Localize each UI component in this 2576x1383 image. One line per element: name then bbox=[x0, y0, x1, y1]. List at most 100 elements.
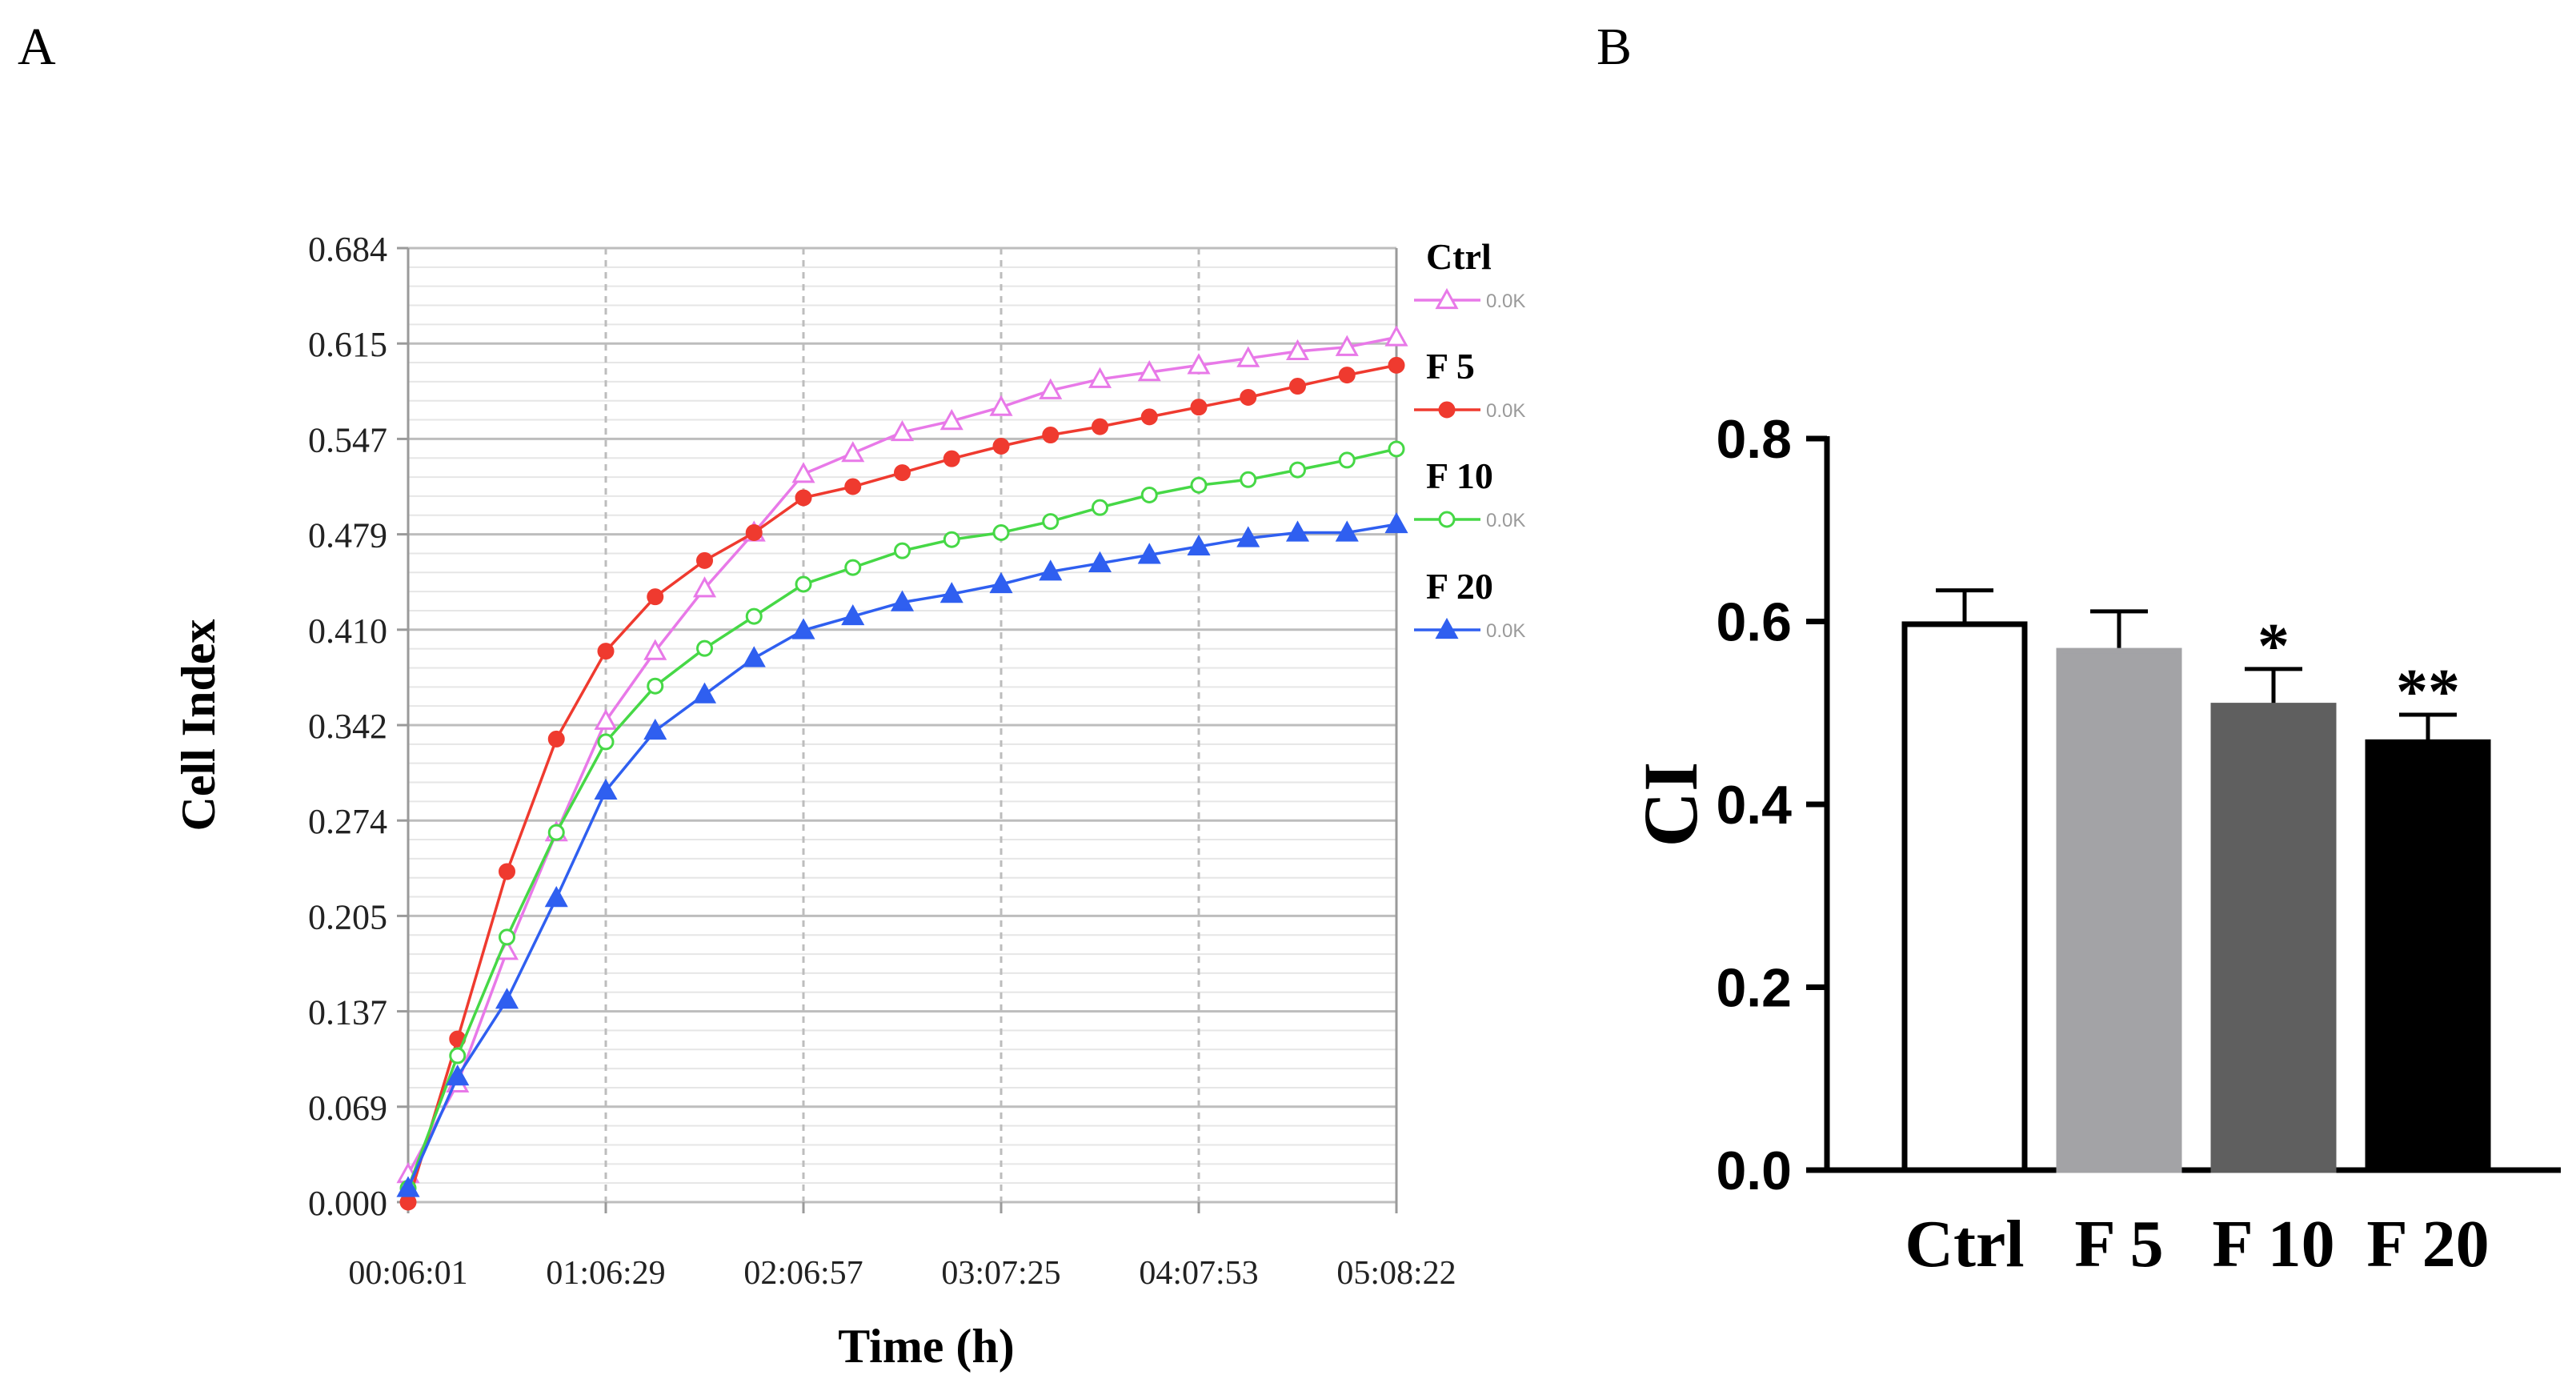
legend-label: Ctrl bbox=[1426, 236, 1492, 277]
data-point-f10 bbox=[1190, 476, 1208, 494]
series-line bbox=[407, 335, 1397, 1175]
data-point-f5 bbox=[844, 478, 862, 495]
legend-note: 0.0K bbox=[1486, 620, 1525, 642]
category-label-f10: F 10 bbox=[2212, 1207, 2334, 1281]
x-axis-label: Time (h) bbox=[838, 1320, 1015, 1373]
x-tick-label: 00:06:01 bbox=[348, 1255, 467, 1292]
data-point-f10 bbox=[1289, 461, 1306, 479]
bar-y-tick-label: 0.6 bbox=[1716, 592, 1792, 653]
data-point-f20 bbox=[446, 1064, 470, 1086]
y-tick-label: 0.410 bbox=[308, 611, 387, 651]
series-group bbox=[396, 325, 1408, 1211]
data-point-ctrl bbox=[1236, 346, 1260, 367]
data-point-f5 bbox=[1042, 427, 1060, 444]
data-point-f5 bbox=[696, 551, 713, 569]
y-tick-label: 0.000 bbox=[308, 1184, 387, 1223]
y-tick-label: 0.479 bbox=[308, 516, 387, 555]
data-point-f10 bbox=[795, 575, 812, 593]
data-point-ctrl bbox=[692, 576, 717, 598]
y-axis-label: Cell Index bbox=[172, 619, 225, 831]
bar-category-labels: Ctrl F 5 F 10 F 20 bbox=[1905, 1207, 2489, 1281]
y-tick-label: 0.137 bbox=[308, 993, 387, 1032]
data-point-ctrl bbox=[1039, 378, 1063, 399]
data-point-f10 bbox=[1338, 451, 1356, 469]
data-point-ctrl bbox=[594, 708, 618, 730]
data-point-f10 bbox=[1092, 499, 1108, 516]
data-point-f20 bbox=[594, 778, 618, 800]
data-point-f5 bbox=[943, 450, 960, 467]
data-point-f5 bbox=[1289, 378, 1306, 395]
major-gridlines bbox=[408, 247, 1396, 1204]
bar-f10 bbox=[2210, 703, 2337, 1173]
data-point-f10 bbox=[499, 928, 515, 946]
data-point-f5 bbox=[1092, 418, 1108, 435]
data-point-ctrl bbox=[1187, 353, 1211, 375]
data-point-ctrl bbox=[1335, 335, 1359, 356]
data-point-f20 bbox=[1137, 543, 1161, 564]
y-tick-label: 0.342 bbox=[308, 707, 387, 746]
bar-y-ticks: 0.0 0.2 0.4 0.6 0.8 bbox=[1716, 409, 1827, 1201]
data-point-f20 bbox=[939, 582, 963, 603]
data-point-f20 bbox=[1088, 551, 1112, 572]
legend-label: F 5 bbox=[1426, 346, 1475, 387]
data-point-f5 bbox=[1140, 408, 1158, 426]
data-point-f20 bbox=[1187, 534, 1211, 556]
data-point-f5 bbox=[992, 437, 1010, 455]
x-tick-label: 01:06:29 bbox=[546, 1255, 665, 1292]
data-point-f20 bbox=[890, 590, 915, 611]
data-point-f5 bbox=[1240, 388, 1257, 406]
y-tick-label: 0.069 bbox=[308, 1088, 387, 1128]
bar-y-axis-label: CI bbox=[1628, 762, 1713, 848]
data-point-f20 bbox=[989, 571, 1013, 594]
data-point-f5 bbox=[795, 489, 812, 507]
data-point-f5 bbox=[1388, 356, 1405, 374]
y-tick-label: 0.547 bbox=[308, 420, 387, 459]
data-point-f5 bbox=[547, 730, 565, 748]
data-point-f10 bbox=[1240, 471, 1257, 488]
data-point-f10 bbox=[894, 542, 911, 559]
data-point-f10 bbox=[992, 524, 1010, 542]
data-point-f10 bbox=[597, 733, 615, 751]
x-tick-label: 05:08:22 bbox=[1336, 1255, 1456, 1292]
y-tick-labels: 0.000 0.069 0.137 0.205 0.274 0.342 0.410 0.479… bbox=[308, 230, 408, 1223]
data-point-ctrl bbox=[1285, 339, 1310, 361]
data-point-f10 bbox=[844, 559, 862, 576]
legend-item-f20: F 20 0.0K bbox=[1414, 566, 1525, 642]
data-point-f20 bbox=[841, 603, 865, 626]
data-point-f20 bbox=[396, 1176, 420, 1197]
category-label-ctrl: Ctrl bbox=[1905, 1207, 2024, 1281]
legend-note: 0.0K bbox=[1486, 510, 1525, 531]
y-tick-label: 0.205 bbox=[308, 897, 387, 936]
data-point-f10 bbox=[1042, 513, 1060, 531]
legend: Ctrl 0.0K F 5 0.0K F 10 0.0K F 20 0.0K bbox=[1414, 236, 1525, 642]
data-point-f10 bbox=[449, 1047, 467, 1064]
data-point-f20 bbox=[544, 886, 568, 908]
data-point-ctrl bbox=[1384, 325, 1408, 347]
data-point-f20 bbox=[1384, 511, 1408, 534]
x-tick-labels: 00:06:01 01:06:29 02:06:57 03:07:25 04:07:53… bbox=[348, 1202, 1456, 1292]
significance-f10: * bbox=[2258, 611, 2290, 682]
data-point-f20 bbox=[742, 646, 766, 667]
data-point-ctrl bbox=[939, 409, 963, 431]
bar-y-tick-label: 0.4 bbox=[1716, 775, 1792, 836]
bar-f5 bbox=[2056, 647, 2182, 1173]
data-point-ctrl bbox=[791, 462, 815, 483]
legend-note: 0.0K bbox=[1486, 291, 1525, 312]
data-point-f20 bbox=[1285, 520, 1310, 542]
legend-item-f5: F 5 0.0K bbox=[1414, 346, 1525, 422]
data-point-f5 bbox=[745, 524, 763, 542]
data-point-f20 bbox=[495, 988, 519, 1009]
data-point-f5 bbox=[499, 863, 515, 880]
data-point-f20 bbox=[1039, 559, 1063, 581]
cell-index-line-chart: 0.000 0.069 0.137 0.205 0.274 0.342 0.410 0.479… bbox=[172, 230, 1525, 1373]
data-point-f10 bbox=[1438, 511, 1456, 528]
category-label-f5: F 5 bbox=[2074, 1207, 2163, 1281]
data-point-ctrl bbox=[841, 441, 865, 463]
data-point-ctrl bbox=[1088, 367, 1112, 388]
x-tick-label: 02:06:57 bbox=[743, 1255, 863, 1292]
data-point-f20 bbox=[643, 718, 667, 740]
data-point-f5 bbox=[1438, 401, 1456, 419]
data-point-f5 bbox=[1190, 399, 1208, 416]
data-point-f5 bbox=[597, 643, 615, 660]
